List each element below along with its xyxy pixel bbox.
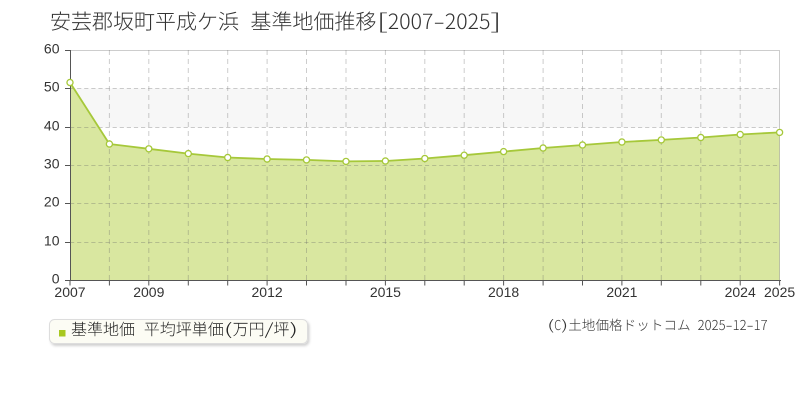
svg-text:10: 10 — [44, 233, 60, 249]
svg-text:2025: 2025 — [764, 284, 795, 300]
svg-text:30: 30 — [44, 156, 60, 172]
svg-text:20: 20 — [44, 194, 60, 210]
svg-text:2024: 2024 — [725, 284, 756, 300]
svg-text:2018: 2018 — [488, 284, 519, 300]
svg-text:2015: 2015 — [370, 284, 401, 300]
svg-text:60: 60 — [44, 41, 60, 57]
svg-text:2012: 2012 — [252, 284, 283, 300]
svg-text:40: 40 — [44, 118, 60, 134]
svg-text:2021: 2021 — [606, 284, 637, 300]
svg-text:0: 0 — [52, 271, 60, 287]
svg-text:2007: 2007 — [54, 284, 85, 300]
svg-text:50: 50 — [44, 79, 60, 95]
svg-text:2009: 2009 — [133, 284, 164, 300]
